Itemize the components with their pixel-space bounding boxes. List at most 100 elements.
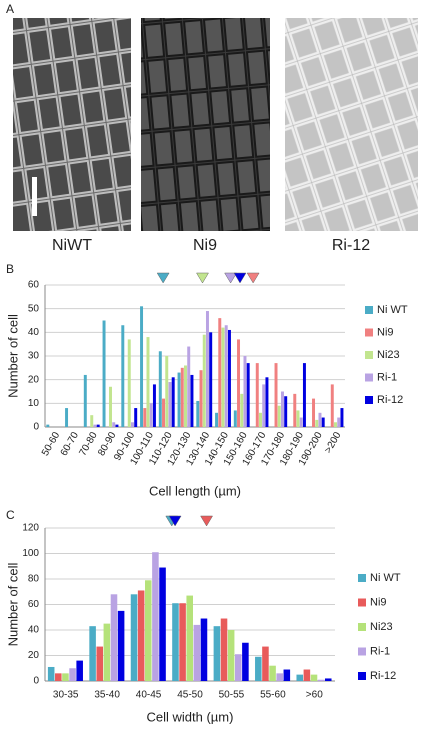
bar — [202, 334, 206, 427]
bar — [184, 365, 187, 427]
bar — [255, 363, 259, 427]
legend-swatch — [358, 647, 366, 656]
legend-label: Ni23 — [377, 349, 400, 361]
bar — [318, 412, 322, 427]
bar — [246, 363, 250, 427]
bar — [149, 403, 153, 427]
bar — [303, 669, 311, 681]
legend-swatch — [365, 328, 373, 337]
legend-label: Ni23 — [370, 621, 393, 633]
bar — [324, 678, 332, 681]
bar — [293, 393, 297, 427]
bar — [276, 673, 283, 681]
y-tick-label: 40 — [28, 327, 40, 338]
panel-label: C — [6, 508, 15, 522]
legend-label: Ni WT — [370, 572, 401, 584]
bar — [152, 552, 159, 681]
legend-label: Ri-12 — [377, 394, 403, 406]
bar — [46, 424, 50, 427]
bar — [284, 396, 288, 427]
bar — [296, 674, 304, 681]
bar — [168, 382, 172, 427]
bar — [103, 623, 111, 681]
legend-label: Ri-12 — [370, 670, 396, 682]
legend-label: Ri-1 — [377, 371, 397, 383]
bar — [317, 679, 325, 681]
bar — [310, 674, 318, 681]
bar — [55, 673, 62, 681]
panel-label: A — [6, 2, 14, 16]
bar — [96, 646, 104, 681]
bar — [265, 377, 269, 427]
bar — [330, 384, 334, 427]
image-label: NiWT — [52, 237, 92, 254]
legend-swatch — [365, 373, 373, 382]
bar — [312, 398, 316, 427]
y-tick-label: 120 — [22, 523, 39, 534]
y-tick-label: 60 — [28, 280, 40, 291]
mean-marker — [224, 272, 238, 284]
bar — [127, 339, 131, 427]
bar — [172, 603, 179, 681]
y-axis-title: Number of cell — [5, 314, 20, 398]
scale-bar — [32, 177, 37, 216]
x-axis-title: Cell length (µm) — [149, 483, 241, 498]
legend-label: Ni9 — [370, 596, 387, 608]
x-tick-label: 55-60 — [260, 690, 286, 701]
bar — [115, 424, 119, 427]
bar — [152, 384, 156, 427]
bar — [110, 594, 118, 681]
bar — [209, 332, 213, 427]
panel-label: B — [6, 262, 14, 276]
bar — [130, 422, 134, 427]
bar — [221, 327, 225, 427]
bar — [159, 567, 166, 681]
bar — [134, 408, 138, 427]
bar — [190, 374, 194, 427]
bar — [96, 424, 100, 427]
bar — [262, 646, 269, 681]
x-tick-label: >60 — [306, 690, 323, 701]
bar — [224, 325, 228, 427]
legend-swatch — [365, 396, 373, 404]
mean-marker — [156, 272, 170, 284]
bar — [162, 398, 166, 427]
legend-label: Ri-1 — [370, 645, 390, 657]
bar — [143, 408, 147, 427]
y-tick-label: 20 — [28, 650, 40, 661]
bar — [158, 351, 162, 427]
bar — [130, 594, 138, 681]
bar — [259, 412, 262, 427]
bar — [109, 386, 112, 427]
bar — [145, 580, 152, 681]
bar — [262, 384, 266, 427]
micrograph — [285, 18, 418, 231]
x-tick-label: 45-50 — [177, 690, 203, 701]
x-axis-title: Cell width (µm) — [147, 709, 234, 724]
bar — [165, 356, 169, 427]
bar — [227, 329, 231, 427]
bar — [337, 417, 341, 427]
y-tick-label: 40 — [28, 625, 40, 636]
legend-label: Ni9 — [377, 326, 394, 338]
bar — [140, 306, 144, 427]
bar — [299, 417, 303, 427]
bar — [47, 666, 55, 681]
x-tick-label: 50-55 — [219, 690, 245, 701]
bar — [200, 618, 208, 681]
image-label: Ni9 — [193, 237, 217, 254]
bar — [296, 410, 300, 427]
bar — [218, 318, 222, 427]
bar — [102, 320, 106, 427]
bar — [321, 417, 325, 427]
bar — [274, 363, 278, 427]
bar — [255, 656, 262, 681]
legend-swatch — [358, 672, 366, 680]
bar — [277, 405, 281, 427]
bar — [93, 424, 97, 427]
bar — [76, 660, 83, 681]
bar — [186, 595, 193, 681]
bar — [179, 603, 186, 681]
bar — [117, 610, 125, 681]
bar — [62, 673, 69, 681]
